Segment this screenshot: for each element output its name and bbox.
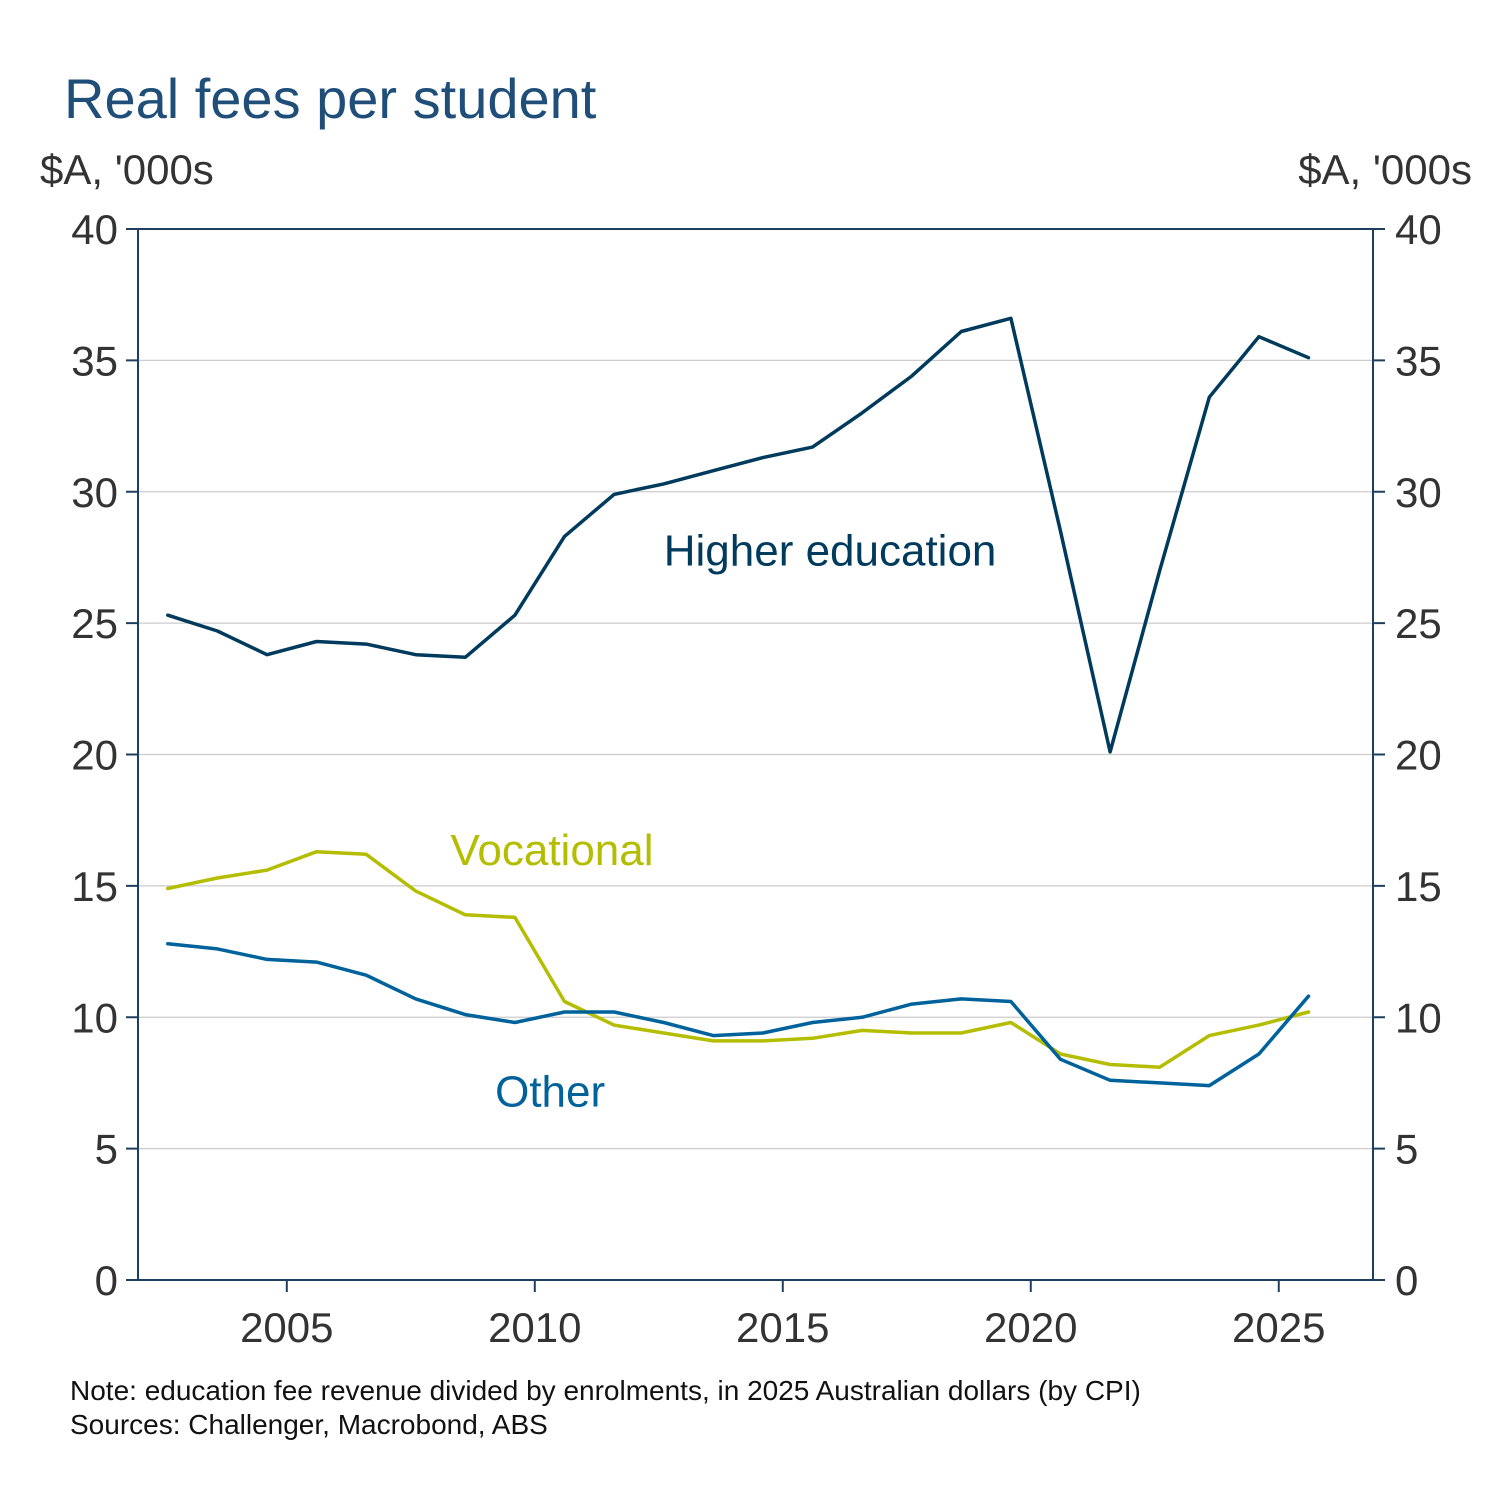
y-tick-label-right: 15: [1395, 863, 1442, 910]
y-tick-label-left: 40: [71, 206, 118, 253]
chart-note: Note: education fee revenue divided by e…: [70, 1375, 1141, 1406]
series-line-higher-education: [166, 316, 1311, 754]
y-tick-label-right: 10: [1395, 994, 1442, 1041]
chart-title: Real fees per student: [64, 67, 597, 130]
series-label-higher-education: Higher education: [664, 526, 997, 575]
y-tick-label-right: 35: [1395, 337, 1442, 384]
y-tick-label-left: 5: [95, 1126, 118, 1173]
series-label-other: Other: [495, 1068, 605, 1117]
x-tick-label: 2015: [736, 1304, 829, 1351]
series-line-vocational: [166, 849, 1311, 1069]
y-tick-label-right: 40: [1395, 206, 1442, 253]
x-tick-label: 2020: [984, 1304, 1077, 1351]
y-tick-label-left: 10: [71, 994, 118, 1041]
gridlines: [138, 359, 1373, 1150]
y-tick-label-right: 25: [1395, 600, 1442, 647]
y-tick-label-right: 0: [1395, 1257, 1418, 1304]
y-tick-label-right: 30: [1395, 469, 1442, 516]
y-tick-label-left: 0: [95, 1257, 118, 1304]
y-tick-label-left: 20: [71, 732, 118, 779]
x-tick-label: 2010: [488, 1304, 581, 1351]
series-labels: Higher education Vocational Other: [450, 526, 996, 1116]
series-line-other: [166, 941, 1311, 1088]
series-label-vocational: Vocational: [450, 826, 653, 875]
y-tick-label-right: 20: [1395, 732, 1442, 779]
y-tick-label-right: 5: [1395, 1126, 1418, 1173]
series-lines: [166, 316, 1311, 1088]
y-tick-label-left: 25: [71, 600, 118, 647]
y-tick-label-left: 15: [71, 863, 118, 910]
left-axis-unit: $A, '000s: [40, 146, 214, 193]
x-tick-label: 2005: [240, 1304, 333, 1351]
y-tick-label-left: 35: [71, 337, 118, 384]
y-tick-label-left: 30: [71, 469, 118, 516]
right-axis-unit: $A, '000s: [1298, 146, 1472, 193]
chart-sources: Sources: Challenger, Macrobond, ABS: [70, 1409, 548, 1440]
x-tick-label: 2025: [1232, 1304, 1325, 1351]
